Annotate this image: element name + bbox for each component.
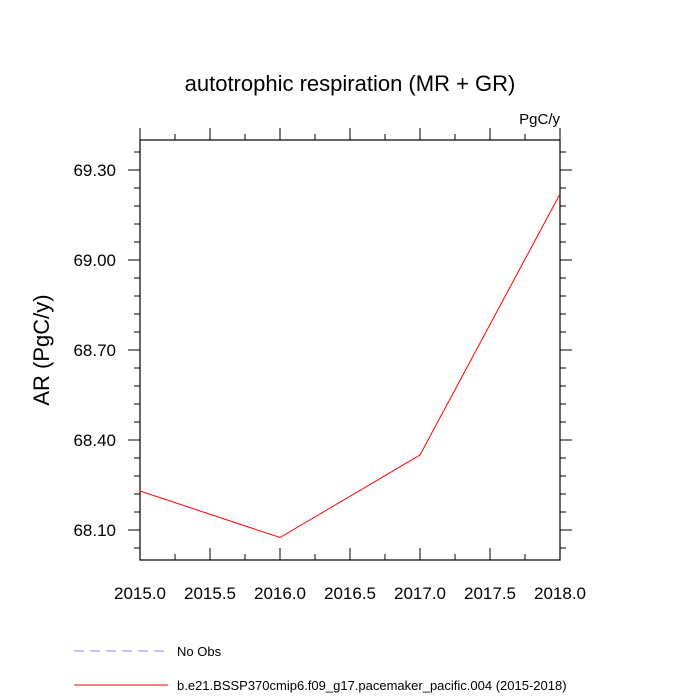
series-layer <box>139 193 561 539</box>
x-tick-label: 2015.0 <box>114 584 166 603</box>
chart-title: autotrophic respiration (MR + GR) <box>185 71 516 96</box>
units-label: PgC/y <box>519 111 560 128</box>
series-line <box>139 193 561 539</box>
tick-labels: 2015.0 2015.5 2016.0 2016.5 2017.0 2017.5 2018… <box>73 161 586 603</box>
data-point <box>419 454 421 456</box>
x-tick-label: 2016.0 <box>254 584 306 603</box>
y-tick-label: 68.40 <box>73 431 116 450</box>
legend-label: b.e21.BSSP370cmip6.f09_g17.pacemaker_pac… <box>177 678 567 693</box>
x-tick-label: 2017.5 <box>464 584 516 603</box>
major-ticks <box>128 128 572 560</box>
x-tick-label: 2015.5 <box>184 584 236 603</box>
x-tick-label: 2016.5 <box>324 584 376 603</box>
y-tick-label: 68.70 <box>73 341 116 360</box>
y-axis-label: AR (PgC/y) <box>29 294 54 405</box>
data-point <box>139 490 141 492</box>
legend-label: No Obs <box>177 644 222 659</box>
plot-frame <box>139 139 561 561</box>
data-point <box>279 536 281 539</box>
y-tick-label: 68.10 <box>73 521 116 540</box>
y-tick-label: 69.00 <box>73 251 116 270</box>
x-tick-label: 2017.0 <box>394 584 446 603</box>
legend: No Obs b.e21.BSSP370cmip6.f09_g17.pacemak… <box>74 644 567 693</box>
x-tick-label: 2018.0 <box>534 584 586 603</box>
data-point <box>559 193 561 195</box>
y-tick-label: 69.30 <box>73 161 116 180</box>
